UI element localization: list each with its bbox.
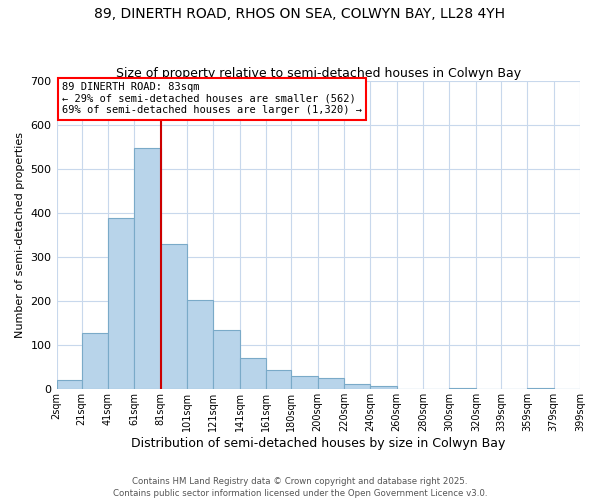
Bar — [161, 244, 187, 390]
Bar — [370, 386, 397, 390]
Title: Size of property relative to semi-detached houses in Colwyn Bay: Size of property relative to semi-detach… — [116, 66, 521, 80]
Bar — [108, 218, 134, 390]
X-axis label: Distribution of semi-detached houses by size in Colwyn Bay: Distribution of semi-detached houses by … — [131, 437, 505, 450]
Bar — [344, 384, 370, 390]
Bar — [291, 376, 317, 390]
Bar — [317, 378, 344, 390]
Bar — [134, 148, 161, 390]
Bar — [214, 330, 240, 390]
Bar — [187, 300, 214, 390]
Bar — [56, 380, 82, 390]
Bar — [240, 358, 266, 390]
Text: 89, DINERTH ROAD, RHOS ON SEA, COLWYN BAY, LL28 4YH: 89, DINERTH ROAD, RHOS ON SEA, COLWYN BA… — [95, 8, 505, 22]
Bar — [266, 370, 291, 390]
Text: Contains HM Land Registry data © Crown copyright and database right 2025.
Contai: Contains HM Land Registry data © Crown c… — [113, 476, 487, 498]
Bar — [527, 388, 554, 390]
Bar — [82, 333, 108, 390]
Bar — [449, 388, 476, 390]
Text: 89 DINERTH ROAD: 83sqm
← 29% of semi-detached houses are smaller (562)
69% of se: 89 DINERTH ROAD: 83sqm ← 29% of semi-det… — [62, 82, 362, 116]
Y-axis label: Number of semi-detached properties: Number of semi-detached properties — [15, 132, 25, 338]
